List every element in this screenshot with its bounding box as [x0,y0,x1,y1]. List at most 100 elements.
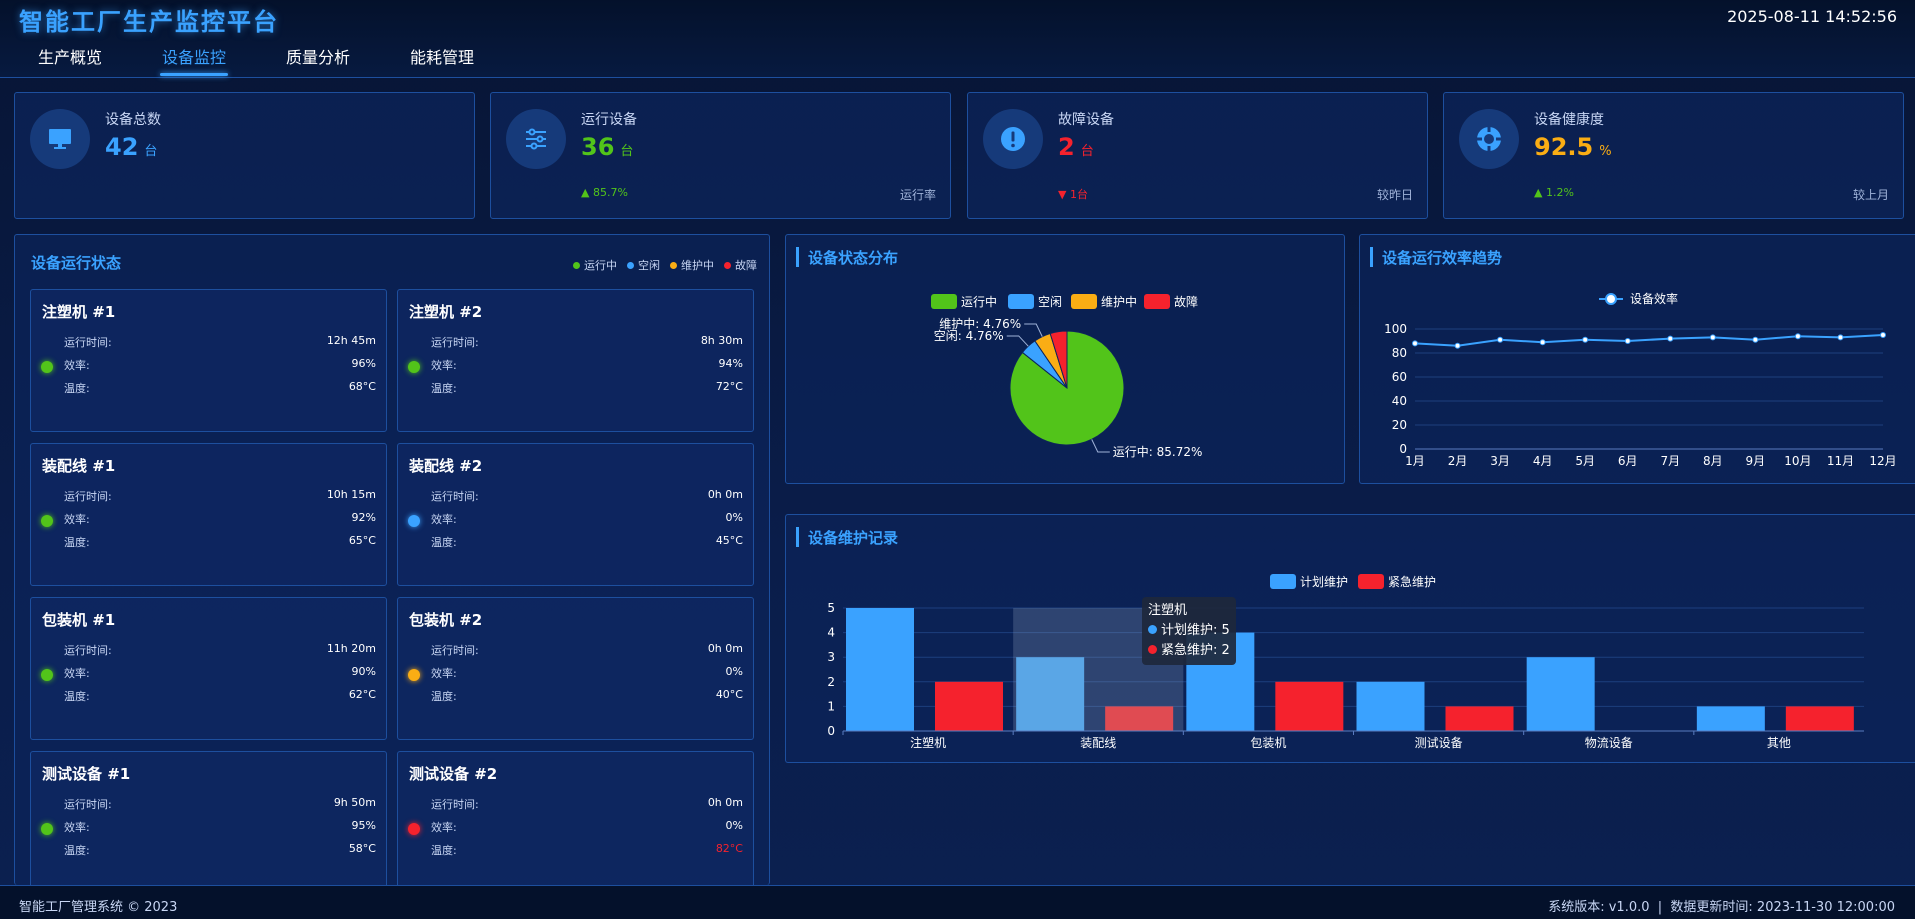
data-point[interactable] [1709,334,1716,341]
bar[interactable] [1445,706,1514,731]
temperature-row: 温度: 68°C [64,380,376,395]
equipment-card[interactable]: 包装机 #2 运行时间: 0h 0m 效率: 0% 温度: 40°C [397,597,754,740]
legend-swatch[interactable] [1144,294,1170,309]
legend-swatch[interactable] [1008,294,1034,309]
bar[interactable] [1016,657,1085,731]
lifebuoy-icon [1459,109,1519,169]
legend-label[interactable]: 故障 [1174,294,1198,309]
data-point[interactable] [1880,332,1886,338]
nav-tab-overview[interactable]: 生产概览 [38,48,103,67]
bar[interactable] [1785,706,1854,731]
equipment-card[interactable]: 测试设备 #1 运行时间: 9h 50m 效率: 95% 温度: 58°C [30,751,387,894]
pie-slice[interactable] [1049,330,1068,389]
equipment-card[interactable]: 注塑机 #1 运行时间: 12h 45m 效率: 96% 温度: 68°C [30,289,387,432]
bar[interactable] [1696,706,1765,731]
legend-label[interactable]: 维护中 [1101,294,1137,309]
stat-label: 故障设备 [1058,112,1114,128]
label-leader [1024,323,1043,337]
runtime-row: 运行时间: 0h 0m [431,642,743,657]
x-tick-label: 10月 [1784,454,1811,468]
equipment-name: 包装机 #2 [409,611,483,629]
bar[interactable] [846,608,914,731]
equipment-card[interactable]: 注塑机 #2 运行时间: 8h 30m 效率: 94% 温度: 72°C [397,289,754,432]
efficiency-row: 效率: 95% [64,819,376,834]
status-indicator [41,669,53,681]
x-tick-label: 装配线 [1080,736,1116,750]
data-point[interactable] [1539,339,1546,346]
data-point[interactable] [1667,335,1674,342]
data-point[interactable] [1837,334,1844,341]
bar[interactable] [1105,706,1174,731]
equipment-name: 包装机 #1 [42,611,116,629]
series-line [1414,334,1884,347]
y-tick-label: 20 [1392,418,1407,432]
nav-tab-quality[interactable]: 质量分析 [286,48,351,67]
data-point[interactable] [1752,336,1759,343]
legend-marker[interactable] [1605,293,1617,305]
runtime-row: 运行时间: 10h 15m [64,488,376,503]
y-tick-label: 1 [827,699,835,713]
nav-tab-energy[interactable]: 能耗管理 [410,48,475,67]
efficiency-row: 效率: 92% [64,511,376,526]
bar[interactable] [1275,681,1344,731]
panel-title: 设备运行状态 [31,254,122,272]
x-tick-label: 5月 [1575,454,1595,468]
app-title: 智能工厂生产监控平台 [19,8,279,36]
data-point[interactable] [1454,342,1461,349]
equipment-card[interactable]: 装配线 #1 运行时间: 10h 15m 效率: 92% 温度: 65°C [30,443,387,586]
data-point[interactable] [1624,338,1631,344]
temperature-row: 温度: 40°C [431,688,743,703]
data-point[interactable] [1497,336,1504,343]
runtime-row: 运行时间: 12h 45m [64,334,376,349]
legend-swatch[interactable] [1071,294,1097,309]
footer-version: 系统版本: v1.0.0 | 数据更新时间: 2023-11-30 12:00:… [1548,900,1895,915]
stat-card-total: 设备总数 42 台 [14,92,475,219]
x-tick-label: 8月 [1703,454,1723,468]
x-tick-label: 4月 [1533,454,1553,468]
data-point[interactable] [1582,336,1589,343]
x-tick-label: 注塑机 [910,735,946,750]
y-tick-label: 3 [827,650,835,664]
label-leader [1091,439,1110,453]
runtime-row: 运行时间: 11h 20m [64,642,376,657]
y-tick-label: 100 [1384,322,1407,336]
equipment-card[interactable]: 装配线 #2 运行时间: 0h 0m 效率: 0% 温度: 45°C [397,443,754,586]
bar[interactable] [1526,657,1595,731]
equipment-card[interactable]: 包装机 #1 运行时间: 11h 20m 效率: 90% 温度: 62°C [30,597,387,740]
legend-label[interactable]: 空闲 [1038,295,1062,309]
equipment-status-panel: 设备运行状态 运行中 空闲 维护中 故障 注塑机 #1 运行时间: 12h 45m 效… [14,234,770,894]
legend-label[interactable]: 紧急维护 [1388,574,1436,589]
bar[interactable] [1356,681,1425,731]
slice-label: 空闲: 4.76% [934,329,1004,343]
efficiency-row: 效率: 0% [431,511,743,526]
status-indicator [408,361,420,373]
nav-tab-equipment[interactable]: 设备监控 [154,44,234,76]
equipment-card[interactable]: 测试设备 #2 运行时间: 0h 0m 效率: 0% 温度: 82°C [397,751,754,894]
panel-title: 设备状态分布 [796,247,898,268]
line-chart: 设备效率 0 20 40 60 80 100 1月 2月 3月 4月 5月 6月 7月 8月 9月 10月 11月… [1384,291,1897,468]
main-nav: 生产概览 设备监控 质量分析 能耗管理 [30,44,526,76]
stat-value: 42 台 [105,133,158,161]
legend-swatch[interactable] [1270,574,1296,589]
pie-slice[interactable] [1009,330,1125,446]
y-tick-label: 4 [827,626,835,640]
bar[interactable] [935,681,1003,731]
app-header: 智能工厂生产监控平台 2025-08-11 14:52:56 生产概览 设备监控… [0,0,1915,78]
legend-label[interactable]: 设备效率 [1630,291,1678,306]
y-tick-label: 0 [827,724,835,738]
stat-value: 92.5% [1534,133,1612,161]
status-indicator [408,669,420,681]
legend-label[interactable]: 计划维护 [1300,575,1348,589]
temperature-row: 温度: 65°C [64,534,376,549]
maintenance-panel: 设备维护记录 计划维护 紧急维护 0 1 2 3 4 5 注塑机 装配线 包装机 测试设备 物流设备 其他… [785,514,1915,763]
y-tick-label: 5 [827,601,835,615]
legend-swatch[interactable] [931,294,957,309]
status-distribution-panel: 设备状态分布 运行中 空闲 维护中 故障 运行中: 85.72% 空闲: 4.76% 维护中… [785,234,1345,484]
data-point[interactable] [1794,333,1801,340]
stat-change: ▼ 1台 [1058,188,1088,201]
data-point[interactable] [1412,340,1418,347]
legend-swatch[interactable] [1358,574,1384,589]
legend-label[interactable]: 运行中 [961,294,997,309]
